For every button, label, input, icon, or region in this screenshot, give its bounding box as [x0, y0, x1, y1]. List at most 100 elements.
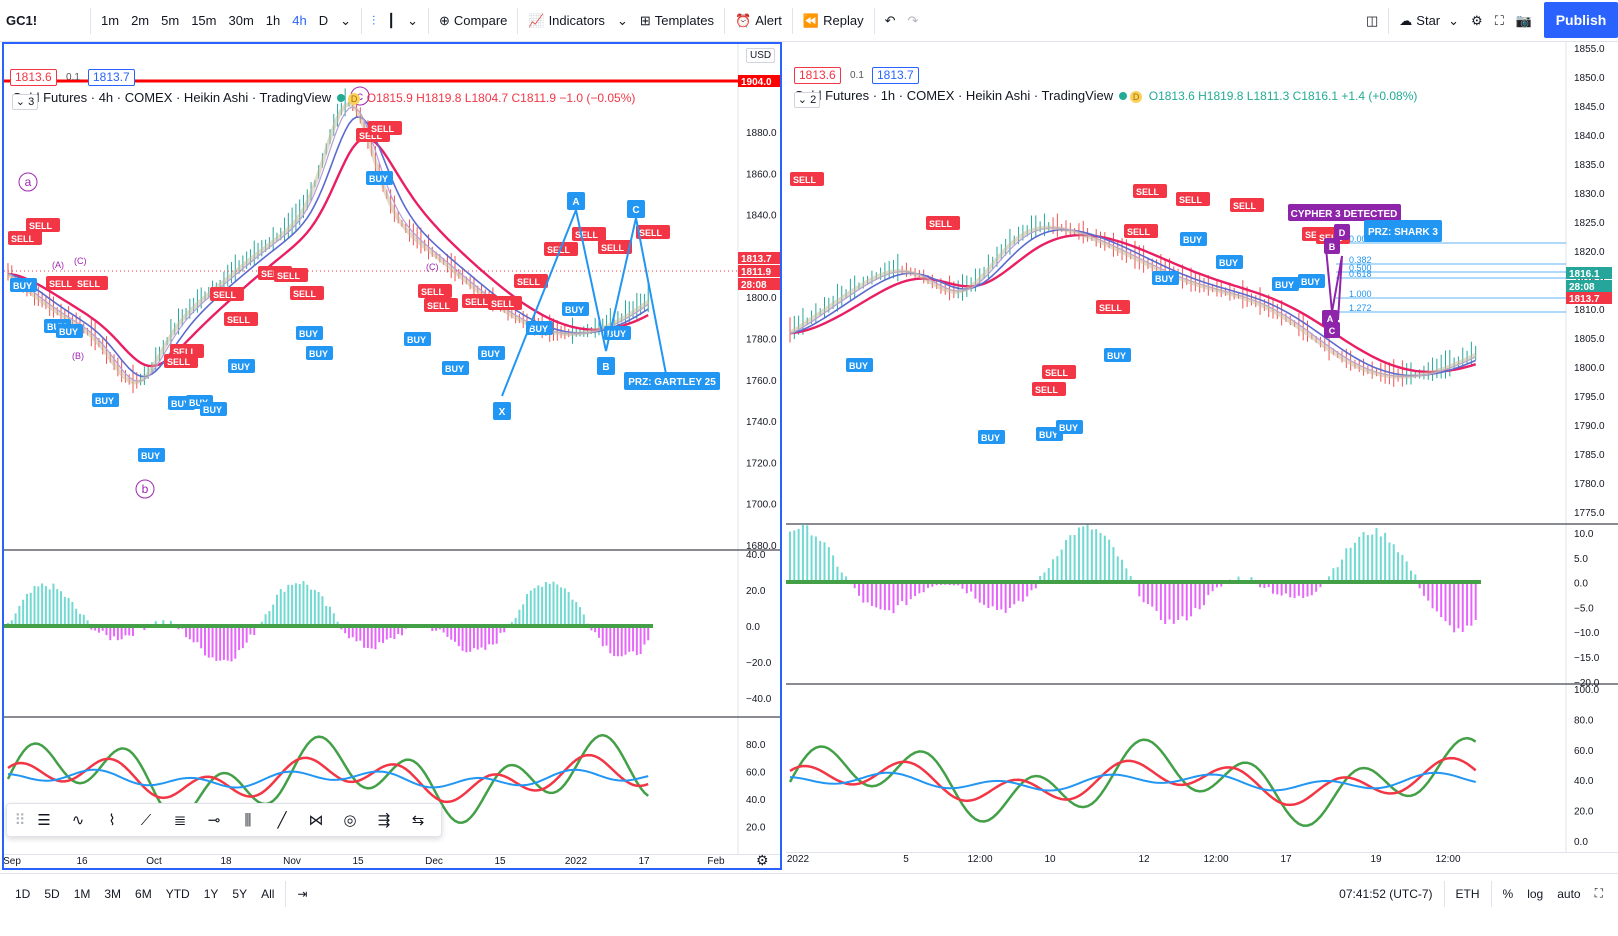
rsi-line [7, 753, 649, 804]
gear-icon[interactable]: ⚙ [756, 852, 769, 868]
price-range-icon[interactable]: ⇶ [377, 812, 391, 829]
indicator-collapse-toggle[interactable]: ⌄ 2 [794, 92, 820, 108]
compare-button[interactable]: ⊕ Compare [433, 0, 513, 42]
trend-line-icon[interactable]: ⟋ [140, 811, 152, 829]
horizontal-ray-icon[interactable]: ⊸ [207, 812, 221, 829]
undo-icon[interactable]: ↶ [884, 12, 896, 28]
percent-toggle[interactable]: % [1502, 886, 1514, 901]
chevron-down-icon[interactable]: ⌄ [616, 12, 628, 28]
range-1y[interactable]: 1Y [203, 886, 219, 901]
fullscreen-icon[interactable]: ⛶ [1494, 12, 1504, 28]
buy-price-box[interactable]: 1813.7 [88, 69, 135, 86]
sell-signal-tag [74, 276, 108, 290]
price-tick-label: 1775.0 [1574, 508, 1605, 519]
sell-signal-label: SELL [173, 347, 197, 357]
goto-date-icon[interactable]: ⇥ [297, 886, 308, 901]
buy-price-box[interactable]: 1813.7 [872, 67, 919, 84]
left-chart-pane[interactable]: 1880.01860.01840.01820.01800.01780.01760… [2, 42, 782, 870]
sell-signal-tag [418, 284, 452, 298]
divider [361, 7, 363, 34]
right-chart-canvas[interactable]: 1855.0 1850.0 1845.0 1840.0 1835.0 1830.0 1825… [786, 42, 1618, 870]
ruler-icon[interactable]: ⫼ [244, 811, 252, 829]
publish-button[interactable]: Publish [1544, 2, 1618, 38]
candles-icon[interactable]: ┃ [387, 12, 396, 28]
range-all[interactable]: All [261, 886, 275, 901]
right-chart-pane[interactable]: 1855.0 1850.0 1845.0 1840.0 1835.0 1830.0 1825… [786, 42, 1618, 870]
current-price-label-bg [1566, 267, 1612, 279]
replay-button[interactable]: ⏪ Replay [797, 0, 870, 42]
divider [90, 7, 91, 34]
fib-retracement-icon[interactable]: ≣ [173, 812, 187, 829]
price-tick-label: 1780.0 [746, 335, 777, 346]
price-tick-label: 1700.0 [746, 500, 777, 511]
wave-abc-icon[interactable]: ∿ [71, 812, 85, 829]
interval-5m[interactable]: 5m [161, 13, 180, 28]
bar-style-icon[interactable]: ⫶ [372, 12, 376, 28]
drag-handle-icon[interactable]: ⠿ [14, 812, 26, 829]
sell-price-box[interactable]: 1813.6 [10, 69, 57, 86]
wave-123-icon[interactable]: ⌇ [108, 812, 116, 829]
fib-spiral-icon[interactable]: ◎ [343, 812, 357, 829]
session-toggle[interactable]: ETH [1455, 886, 1480, 901]
sell-signal-label: SELL [1179, 195, 1203, 205]
date-range-icon[interactable]: ⇆ [411, 812, 425, 829]
interval-4h[interactable]: 4h [292, 13, 307, 28]
chevron-down-icon[interactable]: ⌄ [340, 12, 352, 28]
collapse-count: 3 [28, 96, 35, 108]
currency-selector[interactable]: USD [746, 48, 776, 63]
price-tick-label: 1720.0 [746, 458, 777, 469]
auto-toggle[interactable]: auto [1557, 886, 1581, 901]
alert-button[interactable]: ⏰ Alert [729, 0, 788, 42]
horizontal-lines-icon[interactable]: ☰ [37, 812, 51, 829]
lot-size: 0.1 [66, 72, 80, 83]
pattern-point-badge [493, 402, 511, 420]
price-tick-label: 1835.0 [1574, 160, 1605, 171]
pattern-xabcd-icon[interactable]: ⋈ [308, 812, 324, 829]
fullscreen-icon[interactable]: ⛶ [1594, 886, 1603, 900]
indicator-collapse-toggle[interactable]: ⌄ 3 [12, 94, 38, 110]
range-5d[interactable]: 5D [44, 886, 60, 901]
interval-2m[interactable]: 2m [131, 13, 150, 28]
buy-signal-label: BUY [203, 405, 222, 415]
interval-1d[interactable]: D [318, 13, 329, 28]
buy-signal-tag [56, 324, 83, 338]
sell-signal-tag [224, 312, 258, 326]
line-icon[interactable]: ╱ [277, 812, 287, 829]
chevron-down-icon[interactable]: ⌄ [407, 12, 418, 28]
sell-signal-label: SELL [277, 271, 301, 281]
range-ytd[interactable]: YTD [165, 886, 190, 901]
range-1m[interactable]: 1M [73, 886, 91, 901]
buy-signal-label: BUY [1155, 274, 1174, 284]
interval-30m[interactable]: 30m [228, 13, 254, 28]
range-5y[interactable]: 5Y [232, 886, 248, 901]
top-toolbar: GC1! 1m 2m 5m 15m 30m 1h 4h D ⌄ ⫶ ┃ ⌄ ⊕ C… [0, 0, 1618, 42]
cypher-pattern-path [1325, 247, 1343, 321]
buy-signal-label: BUY [1183, 235, 1202, 245]
symbol-search[interactable]: GC1! [6, 13, 38, 28]
sell-signal-label: SELL [261, 269, 285, 279]
layout-icon[interactable]: ◫ [1366, 12, 1379, 28]
sell-price-box[interactable]: 1813.6 [794, 67, 841, 84]
divider [1443, 880, 1445, 907]
sell-signal-tag [1032, 382, 1066, 396]
left-chart-canvas[interactable]: 1880.01860.01840.01820.01800.01780.01760… [4, 44, 782, 870]
price-tick-label: 1760.0 [746, 376, 777, 387]
gear-icon[interactable]: ⚙ [1471, 12, 1483, 28]
sell-signal-label: SELL [1099, 303, 1123, 313]
range-1d[interactable]: 1D [15, 886, 31, 901]
camera-icon[interactable]: 📷 [1515, 12, 1532, 28]
log-toggle[interactable]: log [1527, 886, 1544, 901]
interval-1m[interactable]: 1m [101, 13, 120, 28]
range-6m[interactable]: 6M [135, 886, 152, 901]
star-layout-button[interactable]: ☁ Star ⌄ [1393, 0, 1465, 42]
sell-signal-label: SELL [227, 315, 251, 325]
price-tick-label: 1820.0 [1574, 247, 1605, 258]
range-3m[interactable]: 3M [104, 886, 122, 901]
redo-icon[interactable]: ↷ [907, 12, 919, 28]
templates-button[interactable]: ⊞ Templates [634, 0, 720, 42]
interval-1h[interactable]: 1h [265, 13, 281, 28]
indicators-button[interactable]: 📈 Indicators [522, 0, 611, 42]
alert-label: Alert [755, 13, 782, 28]
interval-15m[interactable]: 15m [191, 13, 217, 28]
clock-timezone[interactable]: 07:41:52 (UTC-7) [1339, 886, 1433, 901]
